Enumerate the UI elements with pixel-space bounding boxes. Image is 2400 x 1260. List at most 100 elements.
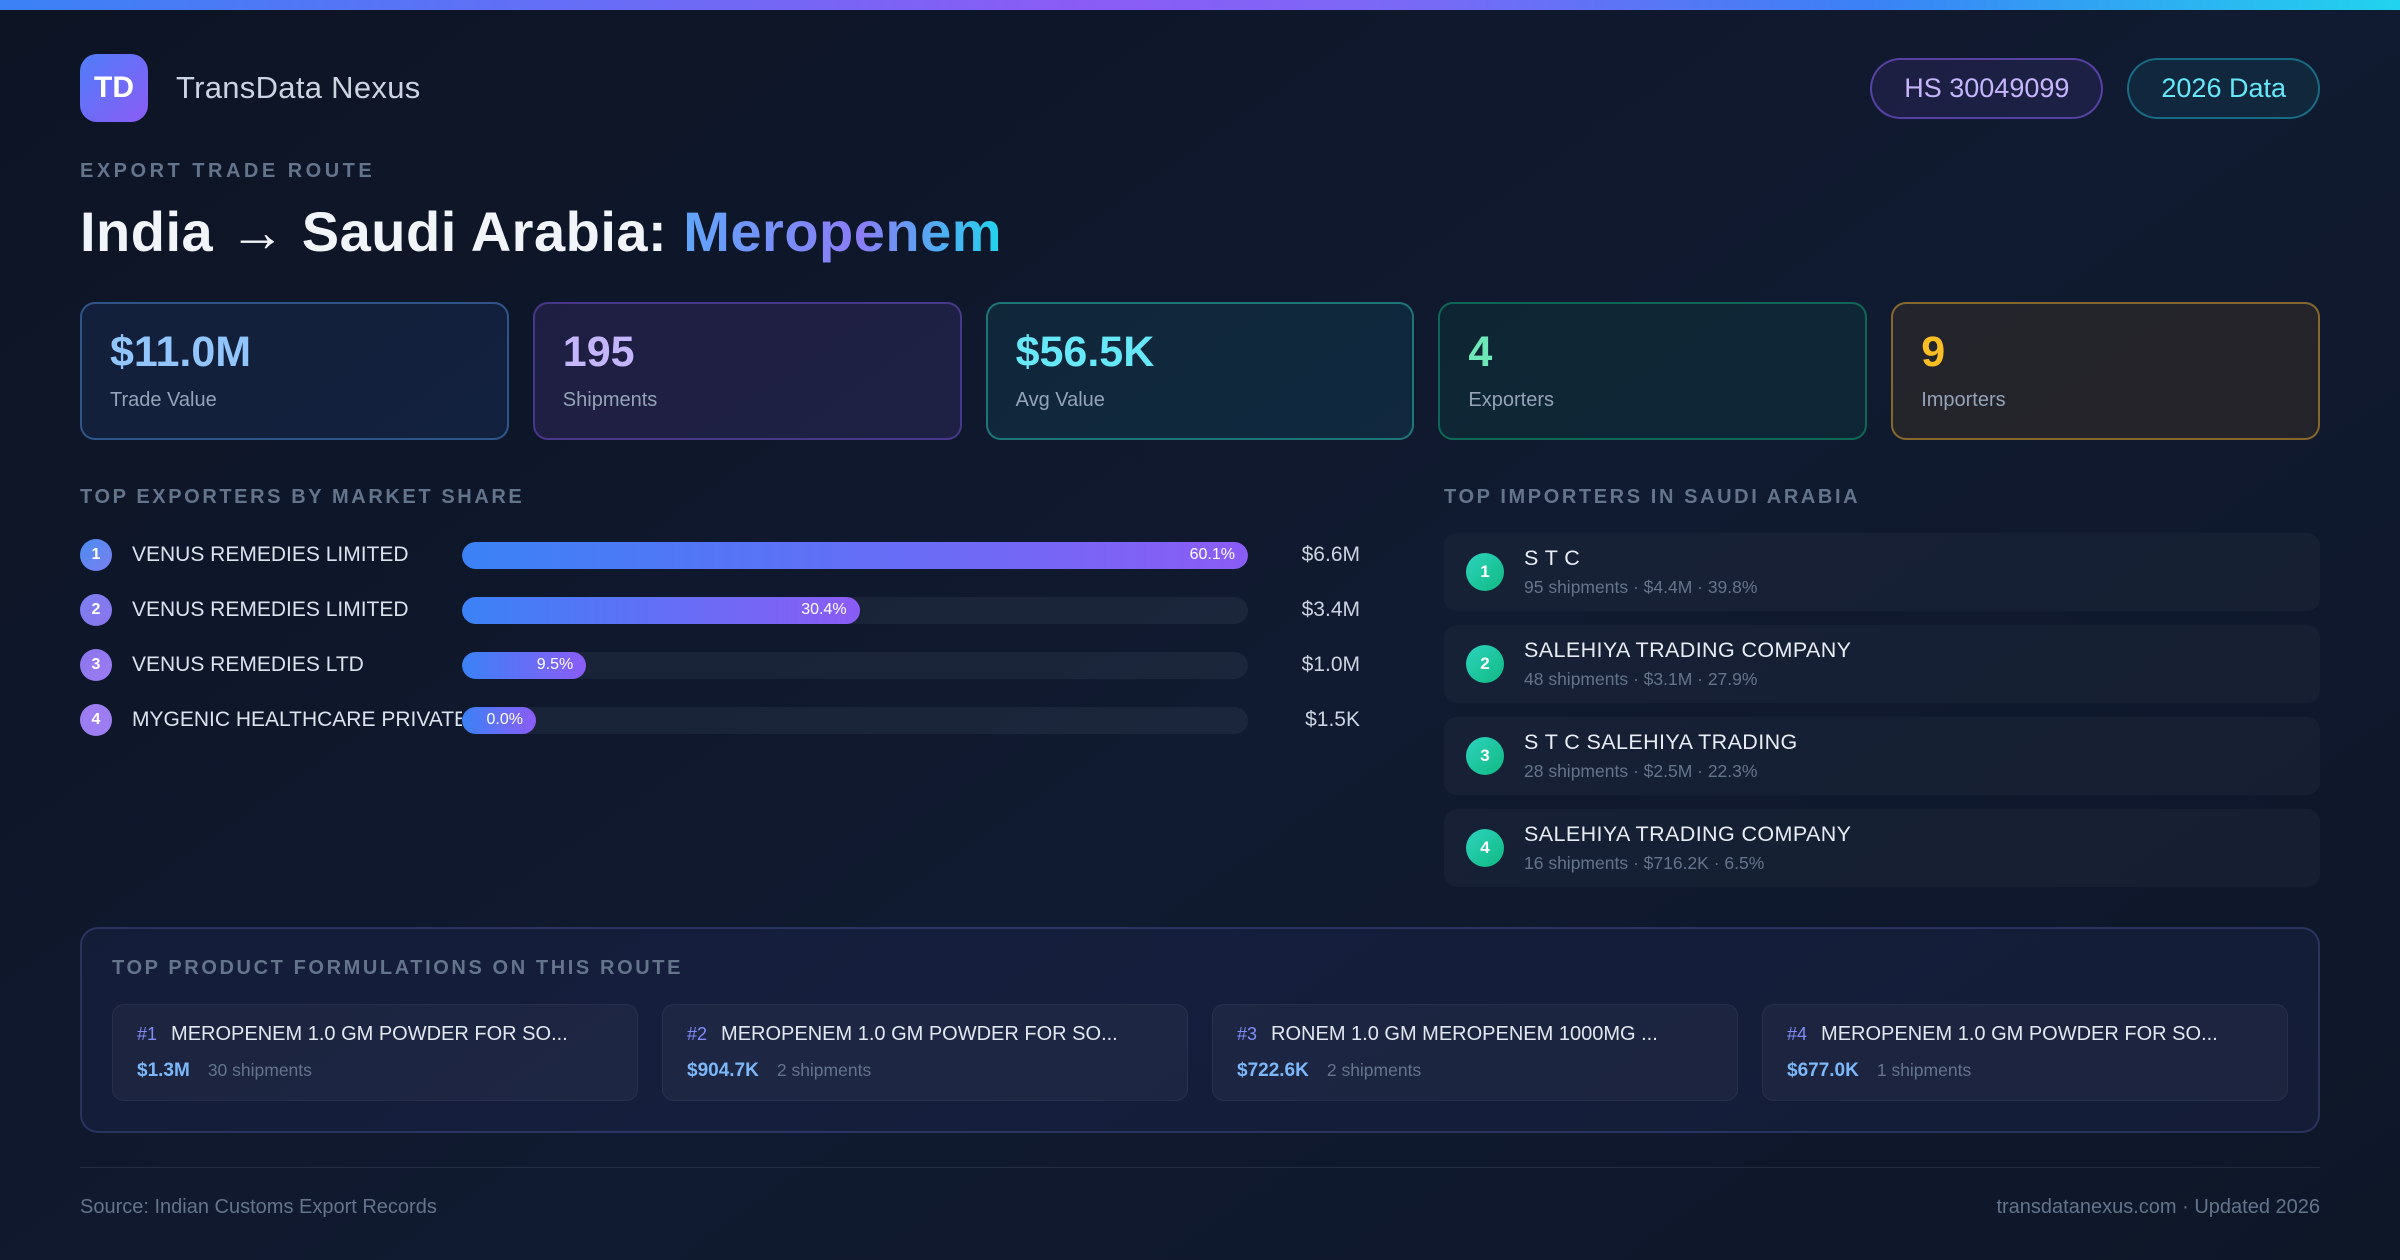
- market-share-percent: 0.0%: [486, 711, 523, 728]
- product-meta-line: $677.0K 1 shipments: [1787, 1060, 2263, 1082]
- product-shipments: 30 shipments: [207, 1060, 312, 1080]
- product-card[interactable]: #3 RONEM 1.0 GM MEROPENEM 1000MG ... $72…: [1212, 1004, 1738, 1101]
- importers-list: 1 S T C 95 shipments · $4.4M · 39.8% 2 S…: [1444, 533, 2320, 887]
- stat-card-row: $11.0M Trade Value 195 Shipments $56.5K …: [80, 302, 2320, 440]
- page-title-route: India → Saudi Arabia:: [80, 200, 684, 263]
- importer-name: SALEHIYA TRADING COMPANY: [1524, 822, 1852, 846]
- importer-row[interactable]: 1 S T C 95 shipments · $4.4M · 39.8%: [1444, 533, 2320, 611]
- importer-row[interactable]: 4 SALEHIYA TRADING COMPANY 16 shipments …: [1444, 809, 2320, 887]
- product-title-line: #3 RONEM 1.0 GM MEROPENEM 1000MG ...: [1237, 1023, 1713, 1046]
- product-card[interactable]: #4 MEROPENEM 1.0 GM POWDER FOR SO... $67…: [1762, 1004, 2288, 1101]
- page-eyebrow: EXPORT TRADE ROUTE: [80, 160, 376, 182]
- exporter-rank-badge: 2: [80, 594, 112, 626]
- product-meta-line: $904.7K 2 shipments: [687, 1060, 1163, 1082]
- exporter-trade-value: $6.6M: [1301, 543, 1360, 566]
- importer-rank-badge: 4: [1466, 829, 1504, 867]
- importer-body: SALEHIYA TRADING COMPANY 48 shipments · …: [1524, 638, 1851, 690]
- importer-body: S T C 95 shipments · $4.4M · 39.8%: [1524, 546, 1757, 598]
- stat-label: Exporters: [1468, 389, 1554, 411]
- exporters-section: TOP EXPORTERS BY MARKET SHARE 1 VENUS RE…: [80, 486, 1360, 740]
- page-title-product: Meropenem: [683, 200, 1003, 263]
- importer-rank-badge: 2: [1466, 645, 1504, 683]
- importer-rank-badge: 3: [1466, 737, 1504, 775]
- exporter-name: VENUS REMEDIES LTD: [132, 653, 364, 676]
- stat-label: Avg Value: [1015, 389, 1105, 411]
- product-card[interactable]: #2 MEROPENEM 1.0 GM POWDER FOR SO... $90…: [662, 1004, 1188, 1101]
- stat-value: 9: [1921, 328, 1946, 376]
- product-meta-line: $1.3M 30 shipments: [137, 1060, 613, 1082]
- market-share-bar-track: 0.0%: [462, 706, 1248, 734]
- products-panel: TOP PRODUCT FORMULATIONS ON THIS ROUTE #…: [80, 927, 2320, 1133]
- market-share-bar-track: 60.1%: [462, 541, 1248, 569]
- product-name: RONEM 1.0 GM MEROPENEM 1000MG ...: [1271, 1023, 1658, 1045]
- app-logo: TD: [80, 54, 148, 122]
- importers-heading: TOP IMPORTERS IN SAUDI ARABIA: [1444, 486, 1861, 508]
- stat-card: $56.5K Avg Value: [985, 302, 1415, 440]
- hs-code-badge[interactable]: HS 30049099: [1870, 57, 2104, 119]
- importer-meta: 95 shipments · $4.4M · 39.8%: [1524, 577, 1758, 597]
- market-share-percent: 60.1%: [1189, 546, 1235, 563]
- stat-card: 4 Exporters: [1438, 302, 1868, 440]
- products-heading: TOP PRODUCT FORMULATIONS ON THIS ROUTE: [112, 957, 684, 979]
- page-footer: Source: Indian Customs Export Records tr…: [80, 1167, 2320, 1219]
- product-card[interactable]: #1 MEROPENEM 1.0 GM POWDER FOR SO... $1.…: [112, 1004, 638, 1101]
- stat-value: 4: [1468, 328, 1493, 376]
- stat-label: Trade Value: [110, 389, 217, 411]
- product-name: MEROPENEM 1.0 GM POWDER FOR SO...: [171, 1023, 568, 1045]
- exporter-row[interactable]: 4 MYGENIC HEALTHCARE PRIVATE... 0.0% $1.…: [80, 700, 1360, 740]
- product-title-line: #1 MEROPENEM 1.0 GM POWDER FOR SO...: [137, 1023, 613, 1046]
- market-share-bar: 0.0%: [462, 706, 536, 734]
- product-shipments: 2 shipments: [776, 1060, 872, 1080]
- market-share-bar: 30.4%: [462, 596, 860, 624]
- exporter-rank-badge: 3: [80, 649, 112, 681]
- product-shipments: 2 shipments: [1326, 1060, 1422, 1080]
- stat-value: $11.0M: [110, 328, 252, 376]
- stat-card: $11.0M Trade Value: [80, 302, 509, 440]
- importer-row[interactable]: 3 S T C SALEHIYA TRADING 28 shipments · …: [1444, 717, 2320, 795]
- importers-section: TOP IMPORTERS IN SAUDI ARABIA 1 S T C 95…: [1444, 486, 2320, 887]
- stat-value: $56.5K: [1015, 328, 1155, 376]
- stat-value: 195: [562, 328, 635, 376]
- importer-name: S T C: [1524, 546, 1581, 570]
- stat-label: Shipments: [562, 389, 658, 411]
- app-header: TD TransData Nexus HS 30049099 2026 Data: [80, 54, 2320, 122]
- main-columns: TOP EXPORTERS BY MARKET SHARE 1 VENUS RE…: [80, 486, 2320, 887]
- product-value: $722.6K: [1237, 1060, 1309, 1081]
- exporter-trade-value: $3.4M: [1301, 598, 1360, 621]
- exporters-list: 1 VENUS REMEDIES LIMITED 60.1% $6.6M 2 V…: [80, 535, 1360, 740]
- exporter-rank-badge: 1: [80, 539, 112, 571]
- product-meta-line: $722.6K 2 shipments: [1237, 1060, 1713, 1082]
- product-value: $1.3M: [137, 1060, 190, 1081]
- product-rank: #3: [1237, 1024, 1258, 1044]
- importer-row[interactable]: 2 SALEHIYA TRADING COMPANY 48 shipments …: [1444, 625, 2320, 703]
- importer-name: S T C SALEHIYA TRADING: [1524, 730, 1798, 754]
- market-share-bar-track: 9.5%: [462, 651, 1248, 679]
- product-name: MEROPENEM 1.0 GM POWDER FOR SO...: [1821, 1023, 2218, 1045]
- page-title: India → Saudi Arabia: Meropenem: [80, 199, 2320, 264]
- app-name: TransData Nexus: [176, 70, 421, 105]
- product-shipments: 1 shipments: [1876, 1060, 1972, 1080]
- exporter-trade-value: $1.5K: [1305, 708, 1360, 731]
- product-title-line: #4 MEROPENEM 1.0 GM POWDER FOR SO...: [1787, 1023, 2263, 1046]
- product-value: $677.0K: [1787, 1060, 1859, 1081]
- exporter-rank-badge: 4: [80, 704, 112, 736]
- exporter-trade-value: $1.0M: [1301, 653, 1360, 676]
- product-title-line: #2 MEROPENEM 1.0 GM POWDER FOR SO...: [687, 1023, 1163, 1046]
- importer-body: S T C SALEHIYA TRADING 28 shipments · $2…: [1524, 730, 1798, 782]
- market-share-bar-track: 30.4%: [462, 596, 1248, 624]
- product-value: $904.7K: [687, 1060, 759, 1081]
- stat-label: Importers: [1921, 389, 2006, 411]
- exporter-name: VENUS REMEDIES LIMITED: [132, 543, 409, 566]
- footer-site: transdatanexus.com · Updated 2026: [1996, 1196, 2320, 1218]
- market-share-bar: 60.1%: [462, 541, 1248, 569]
- stat-card: 9 Importers: [1891, 302, 2320, 440]
- market-share-percent: 30.4%: [801, 601, 847, 618]
- exporter-row[interactable]: 2 VENUS REMEDIES LIMITED 30.4% $3.4M: [80, 590, 1360, 630]
- exporter-name: VENUS REMEDIES LIMITED: [132, 598, 409, 621]
- importer-meta: 28 shipments · $2.5M · 22.3%: [1524, 761, 1758, 781]
- exporter-row[interactable]: 3 VENUS REMEDIES LTD 9.5% $1.0M: [80, 645, 1360, 685]
- exporter-name: MYGENIC HEALTHCARE PRIVATE...: [132, 708, 462, 731]
- data-year-badge[interactable]: 2026 Data: [2127, 57, 2320, 119]
- importer-rank-badge: 1: [1466, 553, 1504, 591]
- exporter-row[interactable]: 1 VENUS REMEDIES LIMITED 60.1% $6.6M: [80, 535, 1360, 575]
